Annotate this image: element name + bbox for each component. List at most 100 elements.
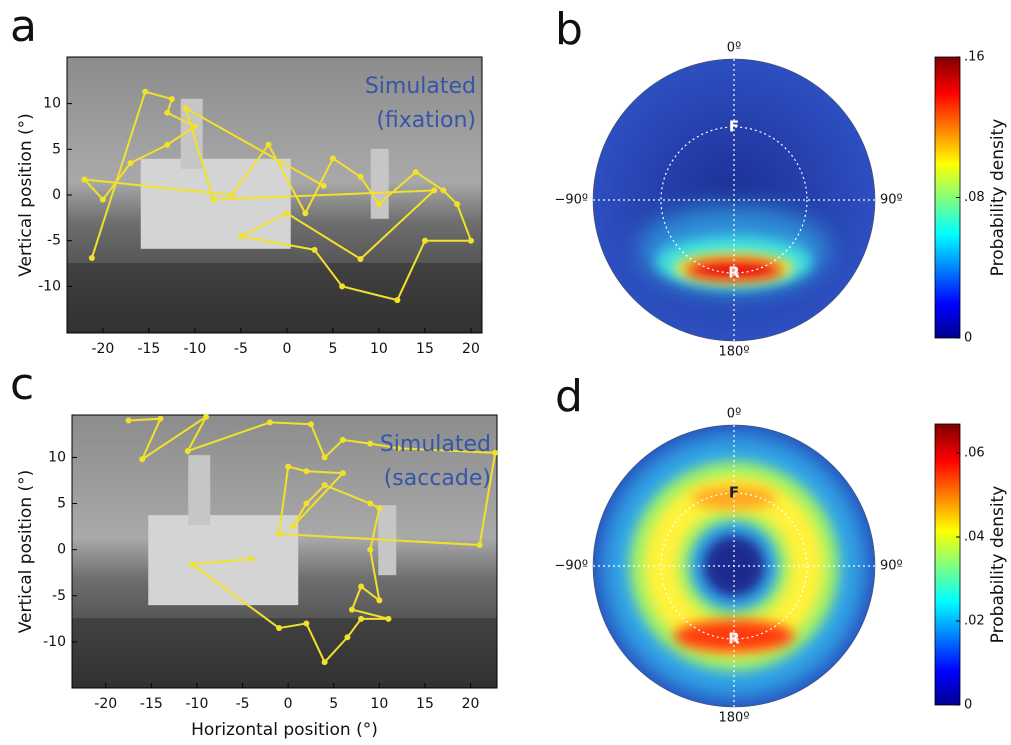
fixation-point xyxy=(492,450,498,456)
fixation-point xyxy=(468,238,474,244)
fixation-point xyxy=(344,634,350,640)
fixation-point xyxy=(339,283,345,289)
x-tick-label: 0 xyxy=(284,696,293,712)
fixation-point xyxy=(169,96,175,102)
annotation: Simulated xyxy=(365,74,476,99)
fixation-point xyxy=(81,176,87,182)
x-tick-label: -10 xyxy=(183,341,206,357)
x-axis-label: Horizontal position (°) xyxy=(191,720,378,740)
fixation-point xyxy=(303,468,309,474)
angle-label: 0º xyxy=(727,407,741,422)
fixation-point xyxy=(290,524,296,530)
fixation-point xyxy=(358,174,364,180)
colorbar-tick-label: 0 xyxy=(964,698,972,713)
y-axis-label: Vertical position (°) xyxy=(16,470,36,634)
x-tick-label: 15 xyxy=(416,341,434,357)
colorbar-tick-label: 0 xyxy=(964,331,972,346)
colorbar-label: Probability density xyxy=(988,486,1008,644)
colorbar-tick-label: .02 xyxy=(964,613,985,628)
x-tick-label: 15 xyxy=(416,696,434,712)
fixation-point xyxy=(322,659,328,665)
fixation-point xyxy=(349,607,355,613)
fixation-point xyxy=(312,247,318,253)
x-tick-label: -5 xyxy=(234,341,248,357)
fixation-point xyxy=(413,169,419,175)
fixation-point xyxy=(164,142,170,148)
colorbar xyxy=(935,424,960,705)
fixation-point xyxy=(308,421,314,427)
colorbar-tick-label: .08 xyxy=(964,190,985,205)
panel-label: a xyxy=(10,1,37,52)
fixation-point xyxy=(89,255,95,261)
y-tick-label: 10 xyxy=(43,96,61,112)
y-tick-label: -10 xyxy=(38,278,61,294)
x-tick-label: -20 xyxy=(94,696,117,712)
colorbar-tick-label: .16 xyxy=(964,50,985,65)
fixation-point xyxy=(210,197,216,203)
fixation-point xyxy=(330,155,336,161)
fixation-point xyxy=(340,437,346,443)
fixation-point xyxy=(203,414,209,420)
fixation-point xyxy=(302,210,308,216)
fixation-point xyxy=(367,441,373,447)
y-tick-label: 5 xyxy=(57,496,66,512)
castle-tower xyxy=(371,149,389,219)
angle-label: −90º xyxy=(554,193,588,208)
fixation-point xyxy=(321,183,327,189)
fixation-point xyxy=(303,620,309,626)
x-tick-label: -15 xyxy=(140,696,163,712)
fixation-point xyxy=(276,531,282,537)
colorbar-tick-label: .06 xyxy=(964,445,985,460)
angle-label: 180º xyxy=(719,345,750,360)
fixation-point xyxy=(358,256,364,262)
fixation-point xyxy=(367,501,373,507)
angle-label: 90º xyxy=(880,559,903,574)
fixation-point xyxy=(183,105,189,111)
fixation-point xyxy=(285,464,291,470)
fixation-point xyxy=(440,187,446,193)
fixation-point xyxy=(367,547,373,553)
fixation-point xyxy=(127,160,133,166)
y-tick-label: -5 xyxy=(47,233,61,249)
trees xyxy=(67,263,482,333)
fixation-point xyxy=(358,584,364,590)
annotation: (saccade) xyxy=(384,466,491,491)
y-tick-label: -10 xyxy=(43,634,66,650)
fixation-point xyxy=(454,201,460,207)
colorbar-label: Probability density xyxy=(988,119,1008,277)
fixation-point xyxy=(276,625,282,631)
y-tick-label: 0 xyxy=(52,187,61,203)
fixation-point xyxy=(164,110,170,116)
fixation-point xyxy=(189,561,195,567)
panel-label: d xyxy=(555,371,583,422)
fixation-point xyxy=(185,448,191,454)
fixation-point xyxy=(385,616,391,622)
x-tick-label: 10 xyxy=(370,696,388,712)
fixation-point xyxy=(358,616,364,622)
fixation-point xyxy=(284,210,290,216)
fixation-point xyxy=(477,542,483,548)
x-tick-label: 20 xyxy=(462,341,480,357)
trees xyxy=(72,618,497,688)
fixation-point xyxy=(139,456,145,462)
x-tick-label: -10 xyxy=(186,696,209,712)
angle-label: 180º xyxy=(719,711,750,726)
y-tick-label: 0 xyxy=(57,542,66,558)
x-tick-label: 5 xyxy=(328,341,337,357)
y-axis-label: Vertical position (°) xyxy=(16,113,36,277)
castle xyxy=(141,159,291,249)
panel-label: c xyxy=(10,359,34,410)
x-tick-label: 10 xyxy=(370,341,388,357)
y-tick-label: 10 xyxy=(48,449,66,465)
fixation-point xyxy=(322,482,328,488)
x-tick-label: 0 xyxy=(282,341,291,357)
fixation-point xyxy=(394,297,400,303)
x-tick-label: -15 xyxy=(137,341,160,357)
marker-label: R xyxy=(728,264,740,282)
fixation-point xyxy=(376,597,382,603)
castle-tower xyxy=(188,455,210,525)
fixation-point xyxy=(249,556,255,562)
marker-label: F xyxy=(729,118,739,136)
x-tick-label: -20 xyxy=(91,341,114,357)
fixation-point xyxy=(100,197,106,203)
